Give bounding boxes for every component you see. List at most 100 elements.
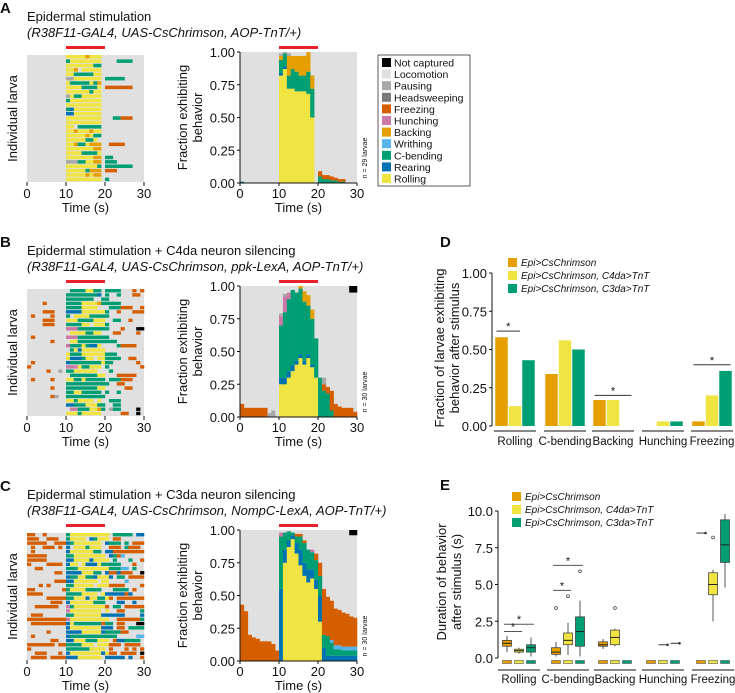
ethogram-cell-freezing (62, 617, 67, 622)
ethogram-cell-pausing (66, 76, 71, 81)
ethogram-cell-c-bending (69, 301, 75, 306)
legend-swatch (382, 150, 391, 160)
ethogram-cell-c-bending (93, 537, 98, 541)
bar-segment-freezing (341, 407, 346, 417)
ethogram-cell-pausing (108, 407, 114, 411)
ethogram-cell-freezing (112, 331, 117, 335)
significance-star: * (566, 555, 571, 567)
ethogram-cell-rolling (93, 604, 98, 609)
ethogram-cell-rolling (93, 98, 98, 103)
ethogram-cell-freezing (54, 655, 59, 660)
ethogram-cell-rearing (101, 613, 106, 617)
ethogram-cell-rolling (93, 301, 98, 306)
ethogram-cell-rolling (73, 369, 78, 373)
ethogram-cell-rearing (116, 592, 121, 596)
ethogram-cell-rolling (89, 76, 94, 81)
ethogram-cell-rolling (69, 168, 75, 173)
ethogram-cell-rolling (77, 533, 82, 537)
ethogram-cell-c-bending (77, 411, 82, 416)
ethogram-cell-c-bending (89, 85, 94, 90)
ethogram-cell-c-bending (77, 377, 82, 382)
bar-segment-freezing (247, 634, 252, 661)
bar-segment-pausing (267, 413, 272, 417)
ethogram-cell-rolling (81, 173, 86, 177)
ethogram-cell-rolling (81, 63, 86, 68)
ethogram-cell-rolling (97, 98, 102, 103)
ethogram-cell-rolling (66, 377, 71, 382)
ethogram-cell-rolling (93, 94, 98, 98)
panel-c: C Epidermal stimulation + C3da neuron sil… (0, 478, 386, 693)
ethogram-cell-not-captured (136, 407, 141, 411)
bar-segment-not-captured (353, 530, 358, 536)
ethogram-cell-c-bending (89, 90, 94, 94)
ethogram-cell-c-bending (69, 382, 75, 386)
bar-segment-rolling (310, 117, 315, 183)
ethogram-cell-c-bending (89, 575, 94, 579)
ethogram-cell-rolling (89, 63, 94, 68)
ethogram-cell-c-bending (112, 76, 117, 81)
ethogram-cell-freezing (38, 554, 43, 558)
zero-marker (670, 660, 680, 664)
ethogram-cell-freezing (128, 85, 133, 90)
ethogram (27, 55, 144, 182)
ethogram-cell-c-bending (81, 382, 86, 386)
ethogram-cell-hunching (66, 604, 71, 609)
ethogram-cell-rolling (73, 390, 78, 394)
ethogram-cell-c-bending (108, 360, 114, 365)
category-label: C-bending (541, 674, 594, 686)
significance-star: * (506, 321, 511, 333)
ethogram-cell-freezing (38, 617, 43, 622)
ethogram-cell-c-bending (112, 339, 117, 344)
ethogram-cell-backing (97, 160, 102, 164)
bar-segment-writhing (341, 646, 346, 651)
bar-segment-backing (290, 55, 295, 70)
legend-swatch (382, 69, 391, 79)
ethogram-cell-rearing (93, 562, 98, 567)
ethogram-cell-freezing (42, 310, 47, 314)
ethogram-cell-c-bending (77, 327, 82, 331)
box-freezing (708, 572, 718, 596)
ethogram-cell-rearing (69, 571, 75, 575)
x-tick-label: 20 (98, 186, 112, 201)
ethogram-cell-rolling (89, 352, 94, 356)
ethogram-cell-c-bending (66, 390, 71, 394)
ethogram-cell-c-bending (116, 541, 121, 545)
ethogram-cell-rolling (73, 138, 78, 142)
ethogram-cell-c-bending (112, 160, 117, 164)
panel-letter: C (0, 478, 11, 495)
x-tick-label: 30 (350, 420, 364, 435)
ethogram-cell-c-bending (77, 394, 82, 399)
ethogram-cell-freezing (128, 571, 133, 575)
ethogram-cell-not-captured (136, 327, 141, 331)
ethogram-cell-freezing (116, 609, 121, 613)
ethogram-cell-pausing (69, 76, 75, 81)
ethogram-cell-rolling (93, 310, 98, 314)
ethogram-cell-c-bending (81, 339, 86, 344)
ethogram-cell-freezing (112, 168, 117, 173)
ethogram-cell-c-bending (73, 386, 78, 390)
ethogram-cell-rearing (69, 107, 75, 112)
ethogram-cell-freezing (140, 541, 145, 545)
ethogram-cell-rolling (89, 571, 94, 575)
ethogram-cell-rolling (85, 643, 90, 647)
ethogram-cell-c-bending (93, 314, 98, 318)
ethogram-cell-pausing (69, 160, 75, 164)
ethogram-cell-rolling (97, 647, 102, 651)
ethogram-cell-c-bending (73, 592, 78, 596)
y-tick-label: 0.50 (462, 343, 487, 358)
ethogram-cell-freezing (42, 322, 47, 327)
ethogram-cell-freezing (42, 533, 47, 537)
ethogram-cell-rolling (66, 318, 71, 323)
ethogram-cell-c-bending (73, 81, 78, 85)
ethogram-cell-rearing (69, 310, 75, 314)
ethogram-cell-rolling (93, 411, 98, 416)
ethogram-cell-rolling (73, 59, 78, 63)
ethogram-cell-c-bending (73, 377, 78, 382)
ethogram-cell-c-bending (93, 125, 98, 129)
ethogram-cell-rolling (69, 537, 75, 541)
ethogram-cell-rolling (77, 558, 82, 562)
ethogram-cell-rolling (93, 55, 98, 59)
ethogram-cell-rolling (97, 399, 102, 403)
bar-freezing (692, 421, 705, 426)
ethogram-cell-c-bending (105, 297, 110, 301)
